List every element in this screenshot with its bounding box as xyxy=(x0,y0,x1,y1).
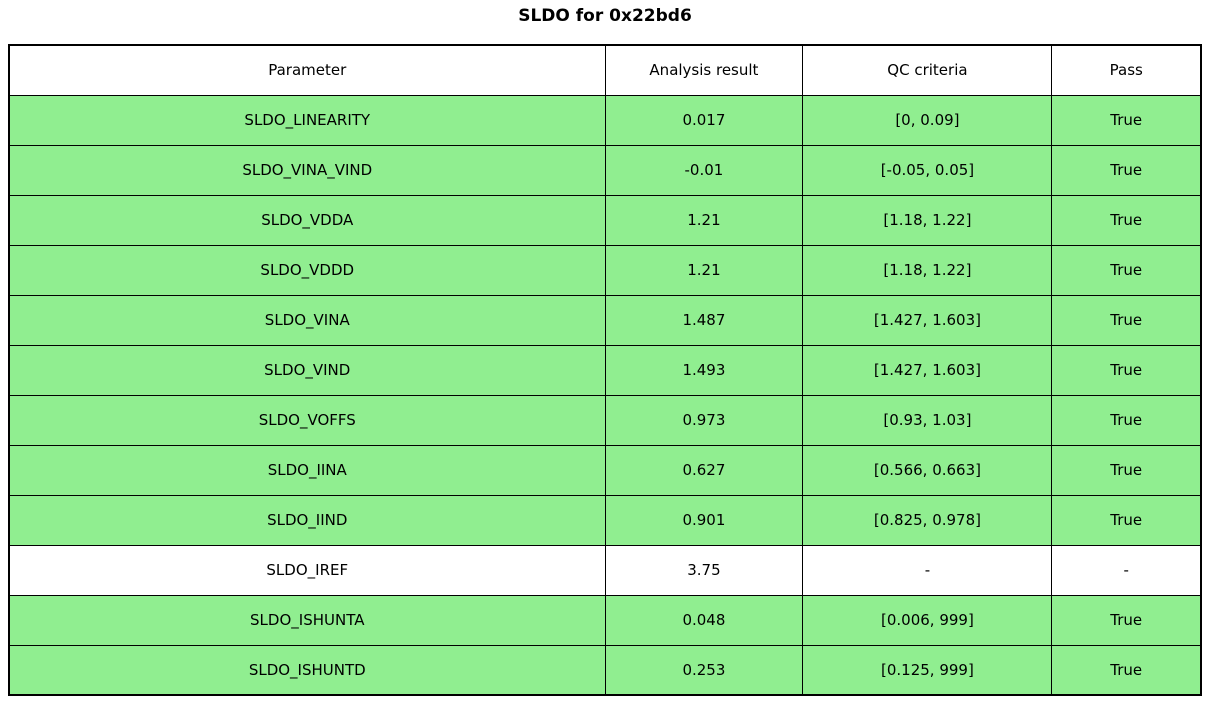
table-row: SLDO_IIND 0.901 [0.825, 0.978] True xyxy=(8,494,1202,546)
cell-pass: True xyxy=(1051,94,1202,146)
table-row: SLDO_IINA 0.627 [0.566, 0.663] True xyxy=(8,444,1202,496)
table-row: SLDO_ISHUNTA 0.048 [0.006, 999] True xyxy=(8,594,1202,646)
table-row: SLDO_VIND 1.493 [1.427, 1.603] True xyxy=(8,344,1202,396)
cell-parameter: SLDO_IREF xyxy=(8,544,606,596)
cell-qc-criteria: [0, 0.09] xyxy=(802,94,1053,146)
cell-qc-criteria: [1.18, 1.22] xyxy=(802,244,1053,296)
table-body: SLDO_LINEARITY 0.017 [0, 0.09] True SLDO_VIN… xyxy=(8,94,1202,696)
cell-pass: True xyxy=(1051,144,1202,196)
col-header-qc-criteria: QC criteria xyxy=(802,44,1053,96)
cell-parameter: SLDO_VDDD xyxy=(8,244,606,296)
cell-pass: True xyxy=(1051,244,1202,296)
cell-analysis-result: 1.487 xyxy=(604,294,804,346)
cell-parameter: SLDO_ISHUNTA xyxy=(8,594,606,646)
cell-qc-criteria: [1.18, 1.22] xyxy=(802,194,1053,246)
cell-analysis-result: 0.017 xyxy=(604,94,804,146)
cell-pass: True xyxy=(1051,344,1202,396)
cell-parameter: SLDO_VIND xyxy=(8,344,606,396)
cell-analysis-result: 1.21 xyxy=(604,244,804,296)
cell-pass: True xyxy=(1051,494,1202,546)
cell-parameter: SLDO_ISHUNTD xyxy=(8,644,606,696)
cell-pass: True xyxy=(1051,294,1202,346)
cell-parameter: SLDO_VOFFS xyxy=(8,394,606,446)
table-row: SLDO_VINA 1.487 [1.427, 1.603] True xyxy=(8,294,1202,346)
cell-qc-criteria: [-0.05, 0.05] xyxy=(802,144,1053,196)
table-row: SLDO_ISHUNTD 0.253 [0.125, 999] True xyxy=(8,644,1202,696)
cell-parameter: SLDO_VINA xyxy=(8,294,606,346)
cell-pass: True xyxy=(1051,394,1202,446)
cell-parameter: SLDO_VINA_VIND xyxy=(8,144,606,196)
cell-qc-criteria: [0.93, 1.03] xyxy=(802,394,1053,446)
cell-parameter: SLDO_IINA xyxy=(8,444,606,496)
cell-analysis-result: 1.21 xyxy=(604,194,804,246)
cell-qc-criteria: - xyxy=(802,544,1053,596)
cell-pass: True xyxy=(1051,644,1202,696)
table-row: SLDO_VDDA 1.21 [1.18, 1.22] True xyxy=(8,194,1202,246)
table-row: SLDO_LINEARITY 0.017 [0, 0.09] True xyxy=(8,94,1202,146)
table-row: SLDO_VINA_VIND -0.01 [-0.05, 0.05] True xyxy=(8,144,1202,196)
table-row: SLDO_VDDD 1.21 [1.18, 1.22] True xyxy=(8,244,1202,296)
cell-pass: True xyxy=(1051,594,1202,646)
col-header-parameter: Parameter xyxy=(8,44,606,96)
cell-analysis-result: 0.627 xyxy=(604,444,804,496)
table-row: SLDO_IREF 3.75- - xyxy=(8,544,1202,596)
cell-pass: - xyxy=(1051,544,1202,596)
cell-qc-criteria: [0.566, 0.663] xyxy=(802,444,1053,496)
cell-qc-criteria: [0.825, 0.978] xyxy=(802,494,1053,546)
cell-analysis-result: 3.75 xyxy=(604,544,804,596)
page-title: SLDO for 0x22bd6 xyxy=(518,6,692,26)
cell-parameter: SLDO_VDDA xyxy=(8,194,606,246)
cell-analysis-result: 1.493 xyxy=(604,344,804,396)
cell-parameter: SLDO_IIND xyxy=(8,494,606,546)
cell-analysis-result: -0.01 xyxy=(604,144,804,196)
cell-qc-criteria: [0.125, 999] xyxy=(802,644,1053,696)
cell-qc-criteria: [0.006, 999] xyxy=(802,594,1053,646)
col-header-analysis-result: Analysis result xyxy=(604,44,804,96)
cell-pass: True xyxy=(1051,444,1202,496)
header-row: Parameter Analysis result QC criteria Pa… xyxy=(8,44,1202,96)
cell-analysis-result: 0.901 xyxy=(604,494,804,546)
cell-pass: True xyxy=(1051,194,1202,246)
cell-analysis-result: 0.048 xyxy=(604,594,804,646)
cell-qc-criteria: [1.427, 1.603] xyxy=(802,294,1053,346)
col-header-pass: Pass xyxy=(1051,44,1202,96)
cell-analysis-result: 0.973 xyxy=(604,394,804,446)
table-row: SLDO_VOFFS 0.973 [0.93, 1.03] True xyxy=(8,394,1202,446)
qc-table: Parameter Analysis result QC criteria Pa… xyxy=(8,44,1202,696)
cell-qc-criteria: [1.427, 1.603] xyxy=(802,344,1053,396)
cell-analysis-result: 0.253 xyxy=(604,644,804,696)
cell-parameter: SLDO_LINEARITY xyxy=(8,94,606,146)
